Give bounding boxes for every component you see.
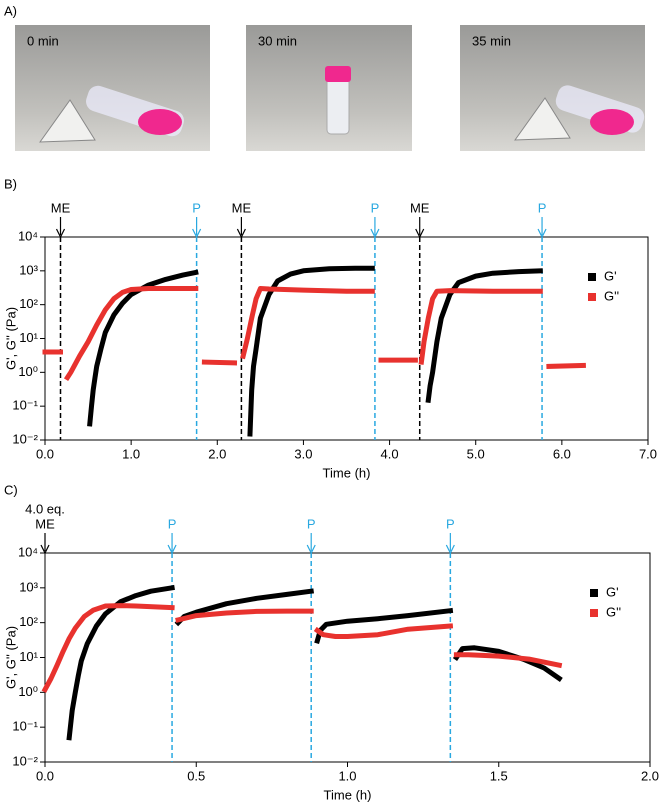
y-tick-label: 10⁴ — [18, 544, 38, 559]
x-tick-label: 4.0 — [381, 446, 399, 461]
marker-label: P — [538, 200, 547, 215]
marker-label: ME — [410, 200, 430, 215]
series-line — [66, 584, 563, 741]
panel-label: B) — [4, 176, 17, 191]
y-tick-label: 10⁰ — [18, 364, 38, 379]
legend-swatch — [590, 589, 598, 597]
photo — [246, 25, 412, 151]
y-tick-label: 10³ — [19, 579, 38, 594]
x-tick-label: 1.5 — [490, 768, 508, 783]
marker-label: ME — [51, 200, 71, 215]
x-tick-label: 1.0 — [122, 446, 140, 461]
x-tick-label: 0.5 — [187, 768, 205, 783]
legend-label: G'' — [606, 604, 621, 619]
marker-arrowhead — [415, 228, 425, 239]
panel-label: A) — [4, 3, 17, 18]
x-tick-label: 2.0 — [208, 446, 226, 461]
panel-label: C) — [4, 482, 18, 497]
marker-arrowhead — [55, 228, 66, 239]
x-tick-label: 5.0 — [467, 446, 485, 461]
marker-label: P — [307, 516, 316, 531]
series-line — [42, 286, 586, 382]
legend-swatch — [588, 273, 596, 281]
y-tick-label: 10² — [19, 296, 38, 311]
y-tick-label: 10⁻¹ — [12, 398, 38, 413]
marker-label: ME — [35, 516, 55, 531]
marker-arrowhead — [306, 544, 316, 555]
y-tick-label: 10¹ — [19, 649, 38, 664]
photo — [460, 25, 645, 151]
y-axis-title: G', G'' (Pa) — [3, 307, 18, 370]
photo-caption: 0 min — [27, 33, 59, 48]
x-tick-label: 7.0 — [639, 446, 657, 461]
legend-swatch — [590, 609, 598, 617]
marker-label: P — [192, 200, 201, 215]
plot-frame — [44, 552, 651, 763]
marker-label: 4.0 eq. — [25, 501, 65, 516]
photo-caption: 30 min — [258, 33, 297, 48]
legend-swatch — [588, 293, 596, 301]
marker-arrowhead — [445, 544, 455, 555]
y-tick-label: 10¹ — [19, 330, 38, 345]
marker-label: ME — [232, 200, 252, 215]
marker-arrowhead — [537, 228, 547, 239]
photo — [15, 25, 210, 151]
y-tick-label: 10⁻¹ — [12, 719, 38, 734]
y-tick-label: 10⁻² — [12, 753, 38, 768]
marker-arrowhead — [40, 544, 50, 555]
y-tick-label: 10⁻² — [12, 431, 38, 446]
marker-label: P — [446, 516, 455, 531]
marker-arrowhead — [192, 228, 202, 239]
x-axis-title: Time (h) — [323, 465, 371, 480]
marker-arrowhead — [236, 228, 246, 239]
marker-label: P — [168, 516, 177, 531]
x-tick-label: 0.0 — [36, 768, 54, 783]
y-tick-label: 10⁴ — [18, 228, 38, 243]
x-tick-label: 2.0 — [641, 768, 659, 783]
x-axis-title: Time (h) — [324, 787, 372, 802]
x-tick-label: 1.0 — [338, 768, 356, 783]
x-tick-label: 6.0 — [553, 446, 571, 461]
y-tick-label: 10⁰ — [18, 684, 38, 699]
legend-label: G' — [604, 268, 617, 283]
photo-caption: 35 min — [472, 33, 511, 48]
marker-arrowhead — [167, 544, 177, 555]
x-tick-label: 0.0 — [36, 446, 54, 461]
marker-arrowhead — [370, 228, 380, 239]
y-tick-label: 10³ — [19, 262, 38, 277]
x-tick-label: 3.0 — [294, 446, 312, 461]
legend-label: G'' — [604, 288, 619, 303]
marker-label: P — [371, 200, 380, 215]
series-line — [41, 603, 563, 693]
legend-label: G' — [606, 584, 619, 599]
y-axis-title: G', G'' (Pa) — [3, 626, 18, 689]
y-tick-label: 10² — [19, 614, 38, 629]
